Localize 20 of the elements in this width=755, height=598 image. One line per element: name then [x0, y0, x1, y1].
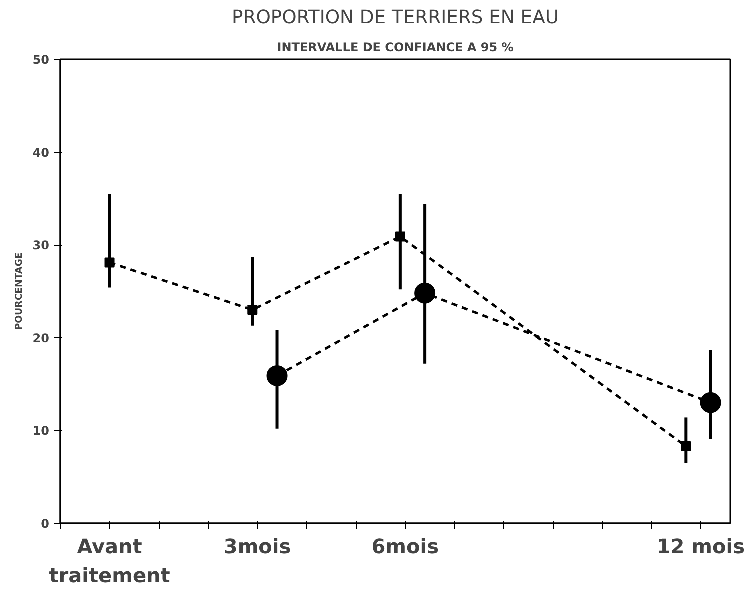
y-tick-label: 0: [41, 517, 50, 531]
point: [700, 392, 722, 414]
chart-title: PROPORTION DE TERRIERS EN EAU: [232, 8, 560, 28]
point: [395, 232, 406, 242]
x-tick-label: Avant traitement: [49, 534, 171, 588]
y-tick-label: 40: [32, 146, 50, 160]
chart-subtitle: INTERVALLE DE CONFIANCE A 95 %: [277, 40, 514, 54]
y-tick-label: 50: [32, 53, 50, 67]
x-tick-label: 3mois: [224, 534, 292, 558]
point: [414, 282, 436, 304]
y-tick-label: 30: [32, 238, 50, 253]
point: [266, 365, 288, 386]
point: [681, 441, 692, 452]
x-tick-label: 6mois: [372, 534, 439, 558]
point: [104, 258, 115, 268]
y-axis-title: POURCENTAGE: [14, 252, 25, 330]
y-tick-label: 10: [32, 424, 50, 438]
x-tick-label: 12 mois: [656, 534, 746, 558]
y-tick-label: 20: [32, 331, 50, 346]
point: [248, 305, 258, 316]
